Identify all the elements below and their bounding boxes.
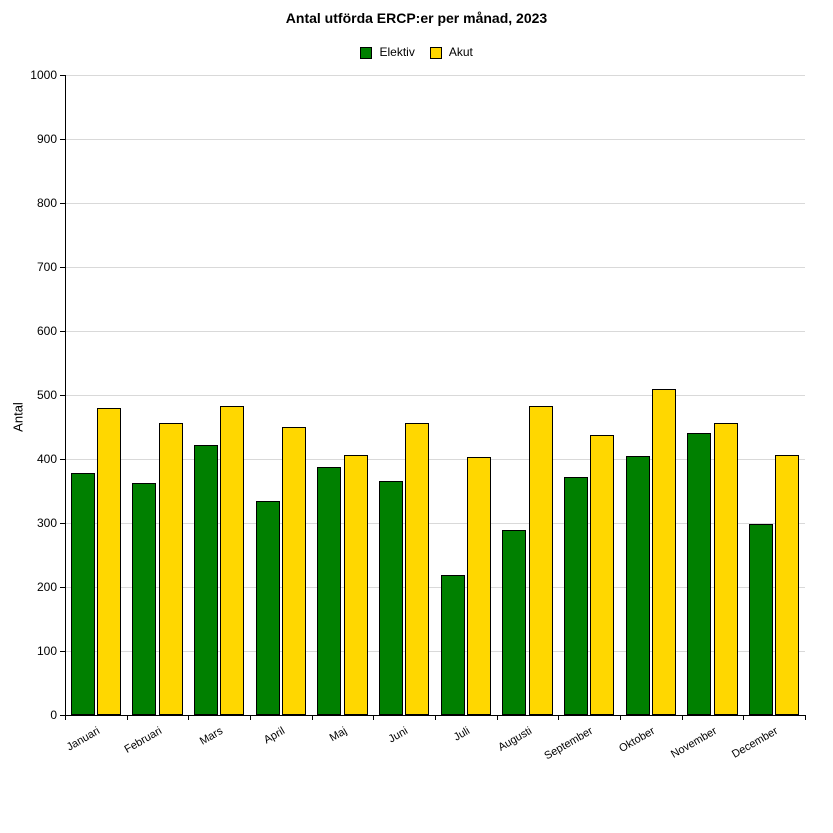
bar-akut <box>775 455 799 715</box>
y-tick-label: 200 <box>37 580 57 594</box>
grid-line <box>65 139 805 140</box>
x-tick-mark <box>805 715 806 720</box>
x-tick-label: December <box>730 725 780 761</box>
bar-elektiv <box>317 467 341 715</box>
x-tick-label: Juli <box>452 725 472 744</box>
bar-elektiv <box>194 445 218 715</box>
bar-elektiv <box>256 501 280 715</box>
x-tick-label: Januari <box>65 725 102 753</box>
x-tick-label: Maj <box>327 725 348 744</box>
bar-akut <box>529 406 553 715</box>
chart-container: Antal utförda ERCP:er per månad, 2023 El… <box>0 0 833 833</box>
x-tick-label: September <box>543 725 596 762</box>
bar-elektiv <box>564 477 588 715</box>
x-tick-mark <box>250 715 251 720</box>
x-tick-mark <box>188 715 189 720</box>
grid-line <box>65 267 805 268</box>
y-axis-title: Antal <box>11 402 26 432</box>
x-tick-label: Juni <box>387 725 410 745</box>
x-tick-mark <box>682 715 683 720</box>
y-tick-label: 400 <box>37 452 57 466</box>
x-tick-mark <box>497 715 498 720</box>
y-tick-label: 700 <box>37 260 57 274</box>
x-tick-mark <box>127 715 128 720</box>
x-tick-label: Mars <box>198 725 225 748</box>
x-tick-mark <box>312 715 313 720</box>
y-axis-line <box>65 75 66 715</box>
bar-elektiv <box>132 483 156 715</box>
legend-label-elektiv: Elektiv <box>379 45 414 59</box>
grid-line <box>65 203 805 204</box>
bar-akut <box>97 408 121 715</box>
bar-akut <box>652 389 676 715</box>
bar-akut <box>714 423 738 715</box>
y-tick-label: 300 <box>37 516 57 530</box>
bar-akut <box>344 455 368 715</box>
x-tick-mark <box>435 715 436 720</box>
y-tick-label: 1000 <box>30 68 57 82</box>
legend-swatch-elektiv <box>360 47 372 59</box>
x-tick-label: November <box>669 725 719 761</box>
y-tick-label: 800 <box>37 196 57 210</box>
x-tick-mark <box>373 715 374 720</box>
y-tick-label: 600 <box>37 324 57 338</box>
bar-akut <box>467 457 491 715</box>
x-tick-mark <box>65 715 66 720</box>
legend-swatch-akut <box>430 47 442 59</box>
x-tick-mark <box>620 715 621 720</box>
grid-line <box>65 395 805 396</box>
chart-title: Antal utförda ERCP:er per månad, 2023 <box>0 10 833 26</box>
x-tick-label: Februari <box>122 725 163 756</box>
legend-item-elektiv: Elektiv <box>360 45 415 59</box>
x-tick-label: Augusti <box>496 725 534 754</box>
x-tick-mark <box>743 715 744 720</box>
bar-akut <box>590 435 614 715</box>
bar-elektiv <box>441 575 465 715</box>
x-tick-label: Oktober <box>617 725 657 755</box>
legend-item-akut: Akut <box>430 45 473 59</box>
y-tick-label: 500 <box>37 388 57 402</box>
x-tick-label: April <box>262 725 287 746</box>
y-tick-label: 100 <box>37 644 57 658</box>
bar-akut <box>282 427 306 715</box>
grid-line <box>65 75 805 76</box>
bar-elektiv <box>749 524 773 715</box>
bar-elektiv <box>626 456 650 715</box>
x-tick-mark <box>558 715 559 720</box>
grid-line <box>65 331 805 332</box>
legend-label-akut: Akut <box>449 45 473 59</box>
bar-elektiv <box>71 473 95 715</box>
bar-elektiv <box>502 530 526 715</box>
y-tick-label: 0 <box>50 708 57 722</box>
legend: Elektiv Akut <box>0 45 833 59</box>
plot-area: 01002003004005006007008009001000JanuariF… <box>65 75 805 715</box>
bar-akut <box>220 406 244 715</box>
bar-elektiv <box>379 481 403 715</box>
bar-akut <box>405 423 429 715</box>
y-tick-label: 900 <box>37 132 57 146</box>
bar-elektiv <box>687 433 711 715</box>
bar-akut <box>159 423 183 715</box>
